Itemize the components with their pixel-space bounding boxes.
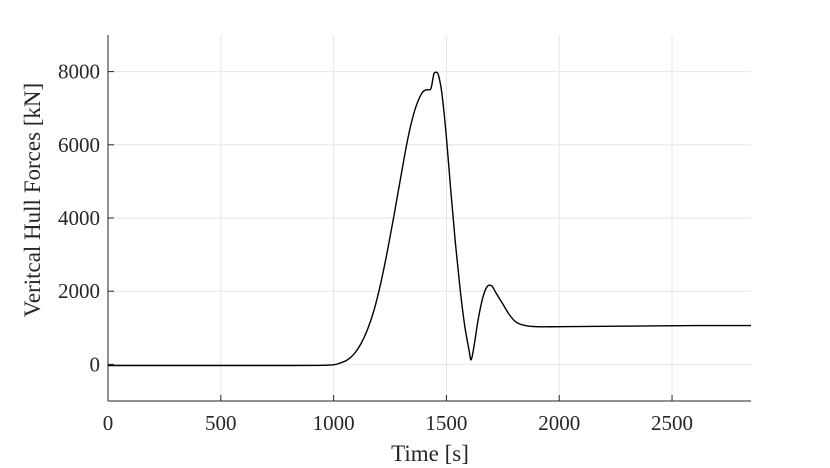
x-tick-label: 1000 — [313, 411, 355, 435]
x-axis-ticks: 0 500 1000 1500 2000 2500 — [103, 395, 693, 435]
x-axis-label: Time [s] — [391, 441, 469, 466]
x-tick-label: 1500 — [425, 411, 467, 435]
x-tick-label: 2000 — [538, 411, 580, 435]
y-tick-label: 6000 — [58, 133, 100, 157]
y-tick-label: 4000 — [58, 206, 100, 230]
y-tick-label: 2000 — [58, 279, 100, 303]
x-tick-label: 0 — [103, 411, 114, 435]
y-axis-ticks: 0 2000 4000 6000 8000 — [58, 60, 114, 376]
y-axis-label: Veritcal Hull Forces [kN] — [20, 83, 45, 317]
series-group — [107, 71, 752, 367]
y-tick-label: 8000 — [58, 60, 100, 84]
y-tick-label: 0 — [90, 352, 101, 376]
series-line — [107, 71, 752, 367]
x-tick-label: 500 — [205, 411, 237, 435]
x-tick-label: 2500 — [651, 411, 693, 435]
grid — [107, 35, 751, 401]
